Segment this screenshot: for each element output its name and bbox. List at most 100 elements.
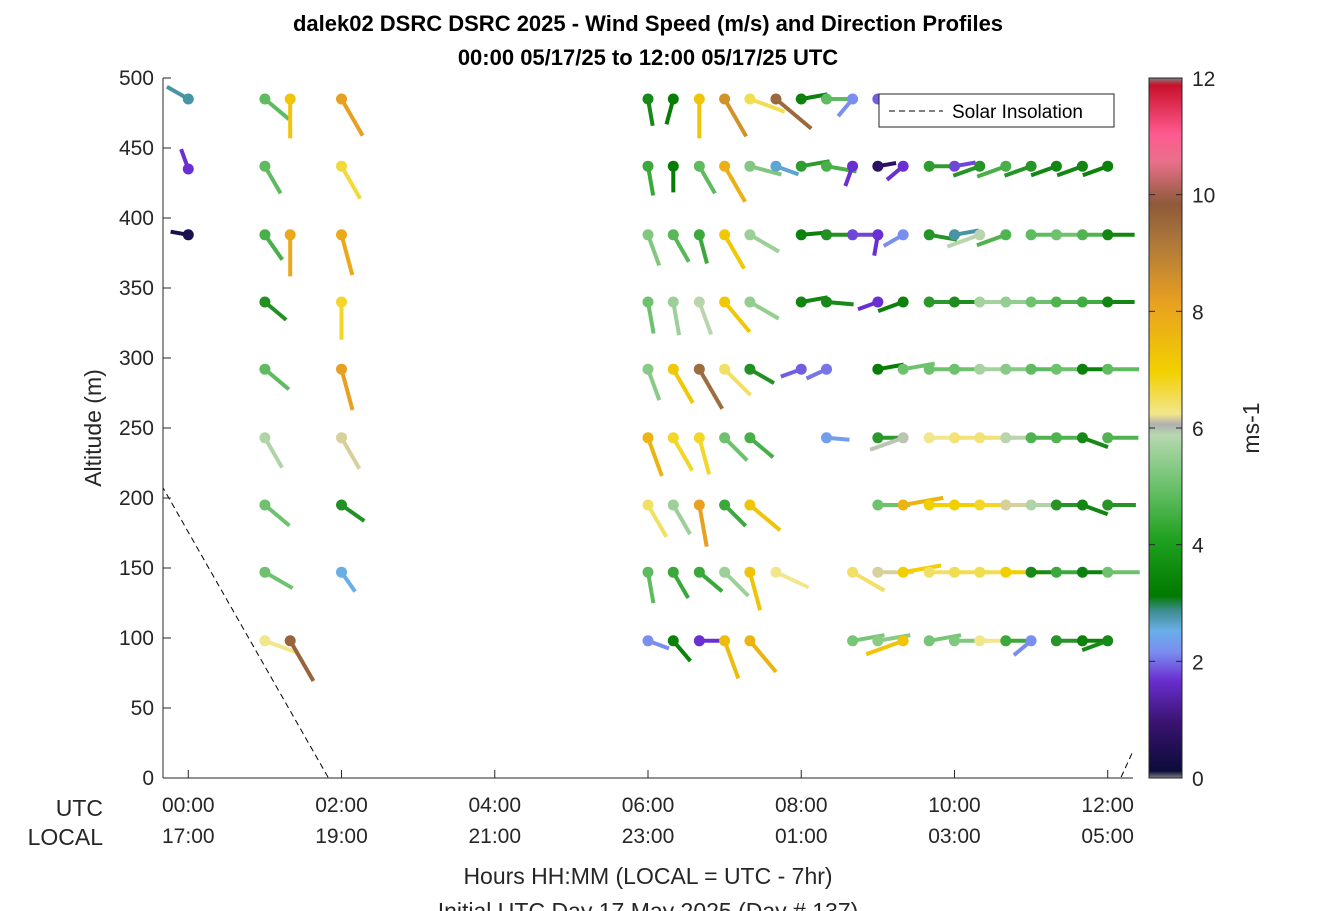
wind-point [948, 635, 960, 647]
wind-point [1000, 229, 1012, 241]
wind-point [948, 160, 960, 172]
wind-point [923, 160, 935, 172]
wind-point [821, 363, 833, 375]
wind-point [1076, 160, 1088, 172]
wind-point [284, 229, 296, 241]
wind-point [897, 296, 909, 308]
wind-point [948, 566, 960, 578]
chart-title: dalek02 DSRC DSRC 2025 - Wind Speed (m/s… [293, 11, 1003, 36]
wind-point [821, 160, 833, 172]
wind-point [1050, 566, 1062, 578]
wind-point [897, 635, 909, 647]
wind-point [642, 229, 654, 241]
wind-point [259, 499, 271, 511]
wind-point [693, 432, 705, 444]
x-tick-label-utc: 04:00 [468, 794, 521, 817]
wind-vector-tail [747, 571, 763, 611]
solar-insolation-layer [163, 486, 1133, 778]
wind-point [948, 363, 960, 375]
wind-point [336, 93, 348, 105]
wind-point [770, 566, 782, 578]
wind-point [795, 160, 807, 172]
wind-point [1076, 296, 1088, 308]
wind-vector-tail [697, 504, 709, 547]
wind-vector-tail [902, 495, 944, 507]
wind-point [1076, 229, 1088, 241]
wind-point [1050, 229, 1062, 241]
wind-point [336, 229, 348, 241]
wind-point [1025, 566, 1037, 578]
wind-point [259, 566, 271, 578]
wind-point [770, 160, 782, 172]
x-axis-sublabel: Initial UTC Day 17 May 2025 (Day # 137) [438, 898, 859, 911]
wind-point [642, 363, 654, 375]
wind-point [259, 432, 271, 444]
wind-point [719, 229, 731, 241]
wind-point [693, 160, 705, 172]
x-tick-label-utc: 10:00 [928, 794, 981, 817]
wind-point [770, 93, 782, 105]
wind-vector-tail [339, 368, 355, 411]
wind-point [847, 93, 859, 105]
wind-vector-tail [946, 232, 981, 249]
wind-point [744, 566, 756, 578]
wind-point [847, 160, 859, 172]
wind-point [744, 160, 756, 172]
wind-point [744, 635, 756, 647]
x-tick-label-local: 23:00 [622, 825, 675, 848]
wind-point [667, 363, 679, 375]
wind-point [1102, 635, 1114, 647]
wind-vector-tail [671, 503, 692, 536]
wind-point [1025, 499, 1037, 511]
wind-point [719, 432, 731, 444]
wind-point [1102, 363, 1114, 375]
colorbar-tick-label: 2 [1192, 651, 1204, 674]
wind-point [259, 635, 271, 647]
wind-point [847, 229, 859, 241]
wind-point [974, 160, 986, 172]
wind-point [719, 635, 731, 647]
wind-point [1076, 432, 1088, 444]
wind-vector-tail [722, 640, 741, 680]
wind-point [719, 296, 731, 308]
wind-point [897, 229, 909, 241]
x-tick-label-local: 21:00 [468, 825, 521, 848]
wind-vector-tail [646, 504, 669, 538]
colorbar-tick-label: 12 [1192, 68, 1215, 91]
wind-point [642, 566, 654, 578]
x-tick-label-utc: 12:00 [1081, 794, 1134, 817]
wind-vector-tail [869, 435, 904, 452]
colorbar: 0 2 4 6 8 10 12 ms-1 [1148, 68, 1264, 791]
y-tick-label: 450 [119, 137, 154, 160]
wind-point [182, 163, 194, 175]
wind-point [667, 566, 679, 578]
wind-point [693, 499, 705, 511]
colorbar-tick-label: 6 [1192, 418, 1204, 441]
wind-point [1000, 296, 1012, 308]
wind-point [642, 635, 654, 647]
wind-point [1025, 635, 1037, 647]
wind-point [642, 93, 654, 105]
wind-point [847, 566, 859, 578]
wind-point [1000, 160, 1012, 172]
wind-point [1025, 363, 1037, 375]
wind-point [974, 566, 986, 578]
wind-point [667, 499, 679, 511]
plot-area [163, 78, 1133, 778]
wind-point [897, 566, 909, 578]
wind-point [872, 229, 884, 241]
wind-point [923, 363, 935, 375]
wind-point [847, 635, 859, 647]
wind-point [744, 296, 756, 308]
wind-point [1102, 229, 1114, 241]
wind-point [1050, 363, 1062, 375]
y-tick-label: 50 [131, 697, 154, 720]
wind-point [923, 432, 935, 444]
wind-point [259, 296, 271, 308]
wind-point [1050, 432, 1062, 444]
wind-point [923, 635, 935, 647]
wind-point [1025, 432, 1037, 444]
wind-point [821, 229, 833, 241]
wind-point [872, 160, 884, 172]
x-tick-label-utc: 08:00 [775, 794, 828, 817]
